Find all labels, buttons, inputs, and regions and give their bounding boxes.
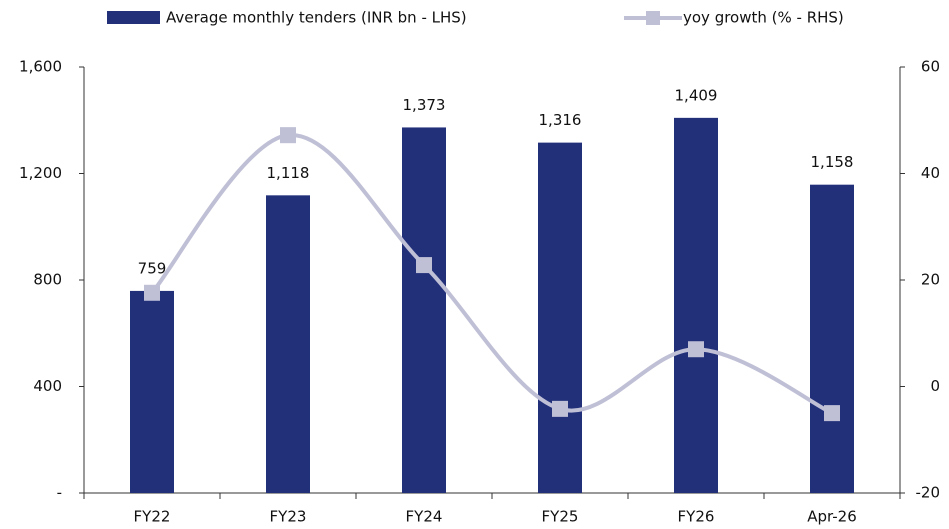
y2-tick-label: -20: [916, 484, 941, 502]
bar: [130, 290, 174, 493]
legend-swatch: [107, 11, 160, 24]
line-marker: [552, 400, 568, 417]
line: [150, 133, 833, 415]
line-marker: [688, 341, 704, 358]
x-tick-label: FY24: [406, 508, 443, 526]
data-label: 1,118: [267, 164, 310, 182]
data-label: 1,316: [539, 111, 582, 129]
line-marker: [416, 257, 432, 274]
bar: [674, 117, 718, 493]
legend-label: yoy growth (% - RHS): [683, 9, 844, 27]
line-marker: [824, 405, 840, 422]
bar: [266, 195, 310, 493]
y2-tick-label: 20: [921, 271, 940, 289]
y2-tick-label: 40: [921, 164, 940, 182]
x-tick-label: Apr-26: [807, 508, 857, 526]
data-label: 759: [138, 259, 167, 277]
y2-tick-label: 60: [921, 58, 940, 76]
legend-swatch: [646, 11, 660, 25]
y-tick-label: 800: [33, 271, 62, 289]
x-tick-label: FY25: [542, 508, 579, 526]
x-tick-label: FY22: [134, 508, 171, 526]
bar: [402, 127, 446, 493]
y-tick-label: -: [57, 484, 62, 502]
legend-label: Average monthly tenders (INR bn - LHS): [166, 9, 467, 27]
x-tick-label: FY23: [270, 508, 307, 526]
data-label: 1,158: [811, 153, 854, 171]
y-tick-label: 400: [33, 377, 62, 395]
y-tick-label: 1,600: [19, 58, 62, 76]
bar: [810, 184, 854, 493]
y2-tick-label: 0: [930, 377, 940, 395]
data-label: 1,409: [675, 86, 718, 104]
line-marker: [280, 127, 296, 144]
y-tick-label: 1,200: [19, 164, 62, 182]
x-tick-label: FY26: [678, 508, 715, 526]
line-marker: [144, 284, 160, 301]
bar: [538, 142, 582, 494]
data-label: 1,373: [403, 96, 446, 114]
